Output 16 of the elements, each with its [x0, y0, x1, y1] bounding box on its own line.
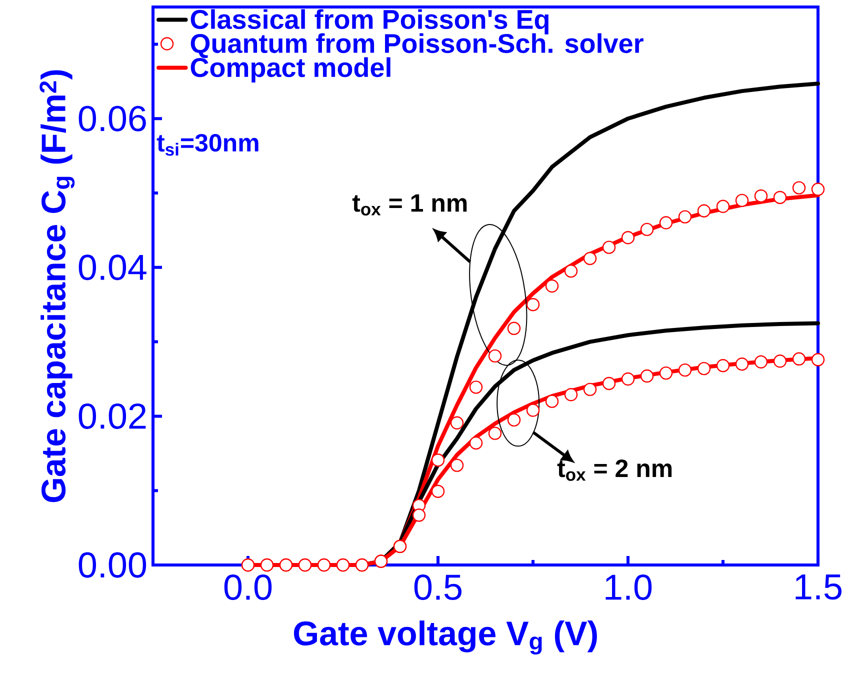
y-tick-label: 0.00 [78, 552, 146, 578]
annotation: t$_{si}$=30nm [156, 134, 258, 156]
y-axis-title: Gate capacitance C$_{g}$ (F/m$^{2}$) [40, 70, 75, 502]
y-tick-label: 0.04 [78, 254, 146, 280]
x-tick-label: 0.0 [224, 574, 272, 600]
annotation: t$_{ox}$ = 1 nm [352, 194, 467, 216]
legend-label: Classical from Poisson's Eq [190, 9, 548, 34]
x-axis-title: Gate voltage V$_{g}$ (V) [294, 620, 597, 654]
legend-label: Compact model [190, 57, 390, 82]
x-tick-label: 1.5 [796, 574, 842, 600]
legend-label: Quantum from Poisson-Sch. solver [190, 33, 644, 58]
y-tick-label: 0.02 [78, 403, 146, 429]
annotation: t$_{ox}$ = 2 nm [557, 460, 672, 481]
y-tick-label: 0.06 [78, 106, 146, 132]
x-tick-label: 0.5 [414, 574, 462, 600]
x-tick-label: 1.0 [606, 574, 652, 600]
